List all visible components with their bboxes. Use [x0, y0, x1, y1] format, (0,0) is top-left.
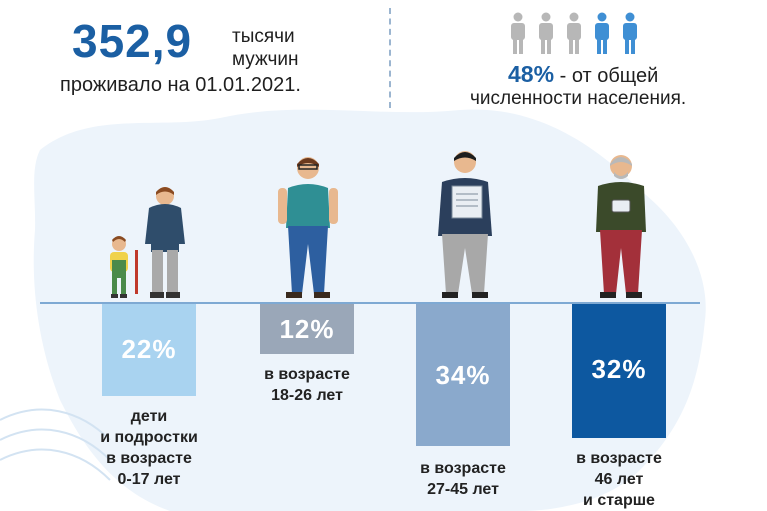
bar-percent: 32%: [591, 354, 647, 384]
person-icon: [623, 12, 637, 54]
unit-thousands: тысячи: [232, 26, 295, 47]
label-age-27-45: в возрасте 27-45 лет: [406, 458, 520, 500]
unit-men: мужчин: [232, 49, 299, 70]
label-age-0-17: дети и подростки в возрасте 0-17 лет: [92, 406, 206, 490]
person-icon: [567, 12, 581, 54]
label-line: в возрасте: [106, 450, 192, 467]
children-figures: [110, 187, 185, 298]
bar-age-18-26: 12%: [260, 304, 354, 354]
label-line: 46 лет: [594, 471, 644, 488]
label-line: в возрасте: [264, 366, 350, 383]
total-men-number: 352,9: [72, 15, 193, 67]
share-text: 48% - от общей: [508, 61, 658, 88]
share-text-tail: - от общей: [554, 65, 659, 87]
young-man-figure: [278, 157, 338, 298]
dashed-divider: [389, 8, 391, 108]
baseline: [40, 302, 700, 304]
bar-percent: 22%: [121, 334, 177, 364]
old-man-figure: [596, 155, 646, 298]
label-line: 27-45 лет: [427, 481, 499, 498]
label-line: и старше: [583, 492, 655, 509]
share-text-line2: численности населения.: [470, 88, 687, 109]
label-line: 18-26 лет: [271, 387, 343, 404]
boy-figure: [135, 187, 185, 298]
person-icon: [511, 12, 525, 54]
bar-percent: 12%: [279, 314, 335, 344]
person-icon: [595, 12, 609, 54]
bar-age-46-plus: 32%: [572, 304, 666, 438]
bar-percent: 34%: [435, 360, 491, 390]
label-line: 0-17 лет: [117, 471, 181, 488]
child-figure: [110, 236, 128, 298]
man-with-newspaper-figure: [438, 151, 492, 298]
label-age-46-plus: в возрасте 46 лет и старше: [562, 448, 676, 511]
label-age-18-26: в возрасте 18-26 лет: [250, 364, 364, 406]
date-text: проживало на 01.01.2021.: [60, 74, 301, 96]
label-line: дети: [130, 408, 168, 425]
share-value: 48%: [508, 61, 555, 87]
label-line: и подростки: [100, 429, 198, 446]
person-icon: [539, 12, 553, 54]
population-share-icons: [511, 12, 637, 54]
label-line: в возрасте: [576, 450, 662, 467]
label-line: в возрасте: [420, 460, 506, 477]
bar-age-0-17: 22%: [102, 304, 196, 396]
bar-age-27-45: 34%: [416, 304, 510, 446]
